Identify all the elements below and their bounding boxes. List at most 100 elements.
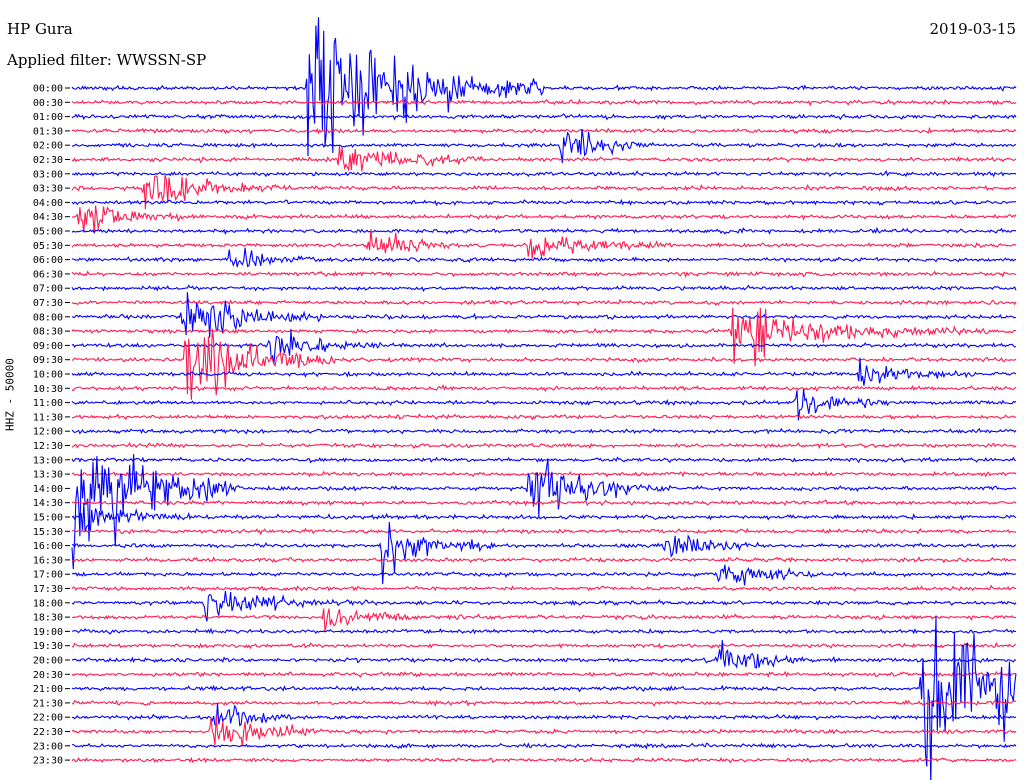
row-label-0930: 09:30 [33,355,63,366]
trace-2200 [71,703,1017,727]
trace-0230 [71,145,1017,172]
trace-0300 [71,169,1017,178]
trace-0130 [71,126,1017,135]
row-label-0130: 01:30 [33,126,63,137]
row-label-1730: 17:30 [33,584,63,595]
trace-0430 [71,205,1017,234]
trace-0900 [71,330,1017,365]
trace-1330 [71,470,1017,478]
trace-2130 [71,699,1017,707]
trace-2300 [71,742,1017,750]
trace-0600 [71,247,1017,268]
trace-0630 [71,270,1017,279]
row-label-1830: 18:30 [33,613,63,624]
row-label-0430: 04:30 [33,212,63,223]
row-label-2230: 22:30 [33,727,63,738]
trace-1430 [71,499,1017,507]
row-label-1130: 11:30 [33,412,63,423]
trace-1630 [71,556,1017,564]
row-label-2100: 21:00 [33,684,63,695]
row-label-1000: 10:00 [33,370,63,381]
row-label-1800: 18:00 [33,598,63,609]
trace-0730 [71,298,1017,307]
trace-0800 [71,292,1017,338]
trace-0530 [71,229,1017,259]
row-tick-labels: 00:00 00:30 01:00 01:30 02:00 02:30 03:00 03:30… [33,84,70,767]
trace-1030 [71,383,1017,393]
trace-1530 [71,527,1017,536]
row-label-0600: 06:00 [33,255,63,266]
date-label: 2019-03-15 [929,20,1016,38]
row-label-1200: 12:00 [33,427,63,438]
row-label-0100: 01:00 [33,112,63,123]
row-label-1600: 16:00 [33,541,63,552]
trace-1700 [71,564,1017,586]
trace-1730 [71,584,1017,592]
row-label-0400: 04:00 [33,198,63,209]
row-label-0300: 03:00 [33,169,63,180]
trace-0400 [71,198,1017,207]
row-label-0030: 00:30 [33,98,63,109]
trace-1130 [71,413,1017,421]
trace-2330 [71,756,1017,764]
trace-1800 [71,591,1017,622]
trace-1000 [71,357,1017,386]
row-label-1930: 19:30 [33,641,63,652]
row-label-2300: 23:00 [33,741,63,752]
trace-0500 [71,226,1017,236]
row-label-0830: 08:30 [33,327,63,338]
trace-0100 [71,113,1017,121]
row-label-0730: 07:30 [33,298,63,309]
row-label-0630: 06:30 [33,269,63,280]
trace-0830 [71,307,1017,367]
row-label-0200: 02:00 [33,141,63,152]
row-label-1230: 12:30 [33,441,63,452]
station-title: HP Gura [7,20,73,38]
trace-2030 [71,670,1017,679]
trace-0000 [71,17,1017,157]
filter-label: Applied filter: WWSSN-SP [7,51,207,69]
trace-1900 [71,627,1017,635]
row-label-1700: 17:00 [33,570,63,581]
trace-2230 [71,715,1017,746]
trace-1600 [71,522,1017,585]
trace-2100 [71,616,1017,780]
row-label-2330: 23:30 [33,756,63,767]
trace-0030 [71,98,1017,107]
row-label-1400: 14:00 [33,484,63,495]
row-label-1300: 13:00 [33,455,63,466]
trace-0330 [71,174,1017,210]
row-label-0530: 05:30 [33,241,63,252]
row-label-0230: 02:30 [33,155,63,166]
trace-0200 [71,128,1017,164]
row-label-2000: 20:00 [33,656,63,667]
trace-2000 [71,640,1017,669]
row-label-1530: 15:30 [33,527,63,538]
row-label-1900: 19:00 [33,627,63,638]
trace-1500 [71,503,1017,533]
row-label-0000: 00:00 [33,84,63,95]
trace-1830 [71,608,1017,632]
trace-1230 [71,442,1017,449]
row-label-2030: 20:30 [33,670,63,681]
row-label-0900: 09:00 [33,341,63,352]
trace-0700 [71,284,1017,292]
row-label-0700: 07:00 [33,284,63,295]
trace-1300 [71,456,1017,464]
row-label-1100: 11:00 [33,398,63,409]
seismogram-traces [71,17,1017,780]
row-label-1630: 16:30 [33,555,63,566]
row-label-1030: 10:30 [33,384,63,395]
row-label-1330: 13:30 [33,470,63,481]
trace-1200 [71,427,1017,435]
row-label-0330: 03:30 [33,184,63,195]
row-label-2130: 21:30 [33,698,63,709]
trace-1400 [71,454,1017,570]
row-label-1500: 15:00 [33,513,63,524]
trace-1930 [72,641,1017,650]
row-label-1430: 14:30 [33,498,63,509]
row-label-2200: 22:00 [33,713,63,724]
row-label-0500: 05:00 [33,227,63,238]
trace-1100 [71,389,1017,421]
